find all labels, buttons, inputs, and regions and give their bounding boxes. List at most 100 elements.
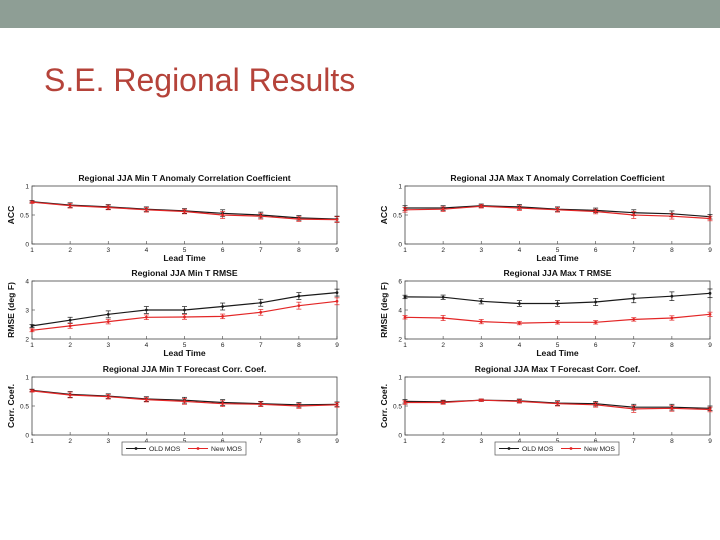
chart-svg-min-t: Regional JJA Min T Anomaly Correlation C… [6, 173, 340, 456]
chart-0-point [30, 200, 34, 204]
chart-4-title: Regional JJA Max T RMSE [503, 268, 611, 278]
chart-5-point [517, 399, 521, 403]
chart-5-x-tick-label: 6 [594, 438, 598, 445]
chart-4-point [517, 302, 521, 305]
chart-0-title: Regional JJA Min T Anomaly Correlation C… [78, 173, 290, 183]
chart-4-point [632, 297, 636, 300]
legend-new-label: New MOS [584, 446, 615, 453]
chart-4-xlabel: Lead Time [536, 348, 579, 358]
chart-2-y-tick-label: 1 [25, 374, 29, 381]
chart-3-axes-box [404, 185, 711, 245]
chart-0-x-tick-label: 5 [183, 247, 187, 254]
chart-0-axes-box [31, 185, 338, 245]
chart-2-point [183, 399, 186, 403]
chart-0-point [106, 206, 110, 209]
legend-old-label: OLD MOS [522, 446, 554, 453]
chart-1-x-tick-label: 4 [145, 342, 149, 349]
chart-5-y-tick-label: 0 [398, 432, 402, 439]
chart-0-y-tick-label: 0.5 [20, 212, 29, 219]
slide-top-bar [0, 0, 720, 28]
chart-0-point [259, 214, 263, 218]
chart-1-x-tick-label: 8 [297, 342, 301, 349]
chart-3-point [403, 208, 407, 212]
chart-3-point [517, 206, 521, 210]
chart-5-title: Regional JJA Max T Forecast Corr. Coef. [475, 364, 640, 374]
chart-1-point [144, 308, 148, 312]
chart-3-point [556, 208, 559, 212]
chart-4-point [403, 295, 407, 299]
chart-5-point [441, 401, 445, 404]
chart-0-point [297, 217, 301, 221]
chart-4-point [403, 315, 407, 319]
chart-4-point [517, 321, 521, 325]
chart-4-point [479, 320, 483, 323]
chart-5-point [594, 403, 598, 407]
chart-4-y-tick-label: 2 [398, 336, 402, 343]
chart-1-x-tick-label: 6 [221, 342, 225, 349]
chart-5-x-tick-label: 4 [518, 438, 522, 445]
chart-0-ylabel: ACC [6, 206, 16, 225]
chart-0-x-tick-label: 2 [68, 247, 72, 254]
chart-4-point [708, 291, 712, 295]
chart-3-x-tick-label: 9 [708, 247, 712, 254]
chart-4-axes-box [404, 280, 711, 340]
chart-3-point [594, 210, 598, 213]
chart-4-point [556, 302, 559, 305]
chart-1-point [259, 310, 263, 314]
chart-5-y-tick-label: 1 [398, 374, 402, 381]
chart-5-x-tick-label: 3 [479, 438, 483, 445]
chart-3-x-tick-label: 1 [403, 247, 407, 254]
chart-1-y-tick-label: 2 [25, 336, 29, 343]
chart-1-x-tick-label: 7 [259, 342, 263, 349]
chart-panel-min-t: Regional JJA Min T Anomaly Correlation C… [2, 170, 347, 456]
chart-2-title: Regional JJA Min T Forecast Corr. Coef. [103, 364, 266, 374]
legend: OLD MOS New MOS [121, 441, 247, 456]
chart-4-x-tick-label: 9 [708, 342, 712, 349]
chart-0-xlabel: Lead Time [163, 253, 206, 263]
chart-4-x-tick-label: 6 [594, 342, 598, 349]
chart-3-xlabel: Lead Time [536, 253, 579, 263]
chart-1-x-tick-label: 1 [30, 342, 34, 349]
chart-1-point [30, 324, 34, 328]
legend-old-marker [134, 447, 138, 450]
chart-4-point [670, 294, 674, 298]
chart-4-ylabel: RMSE (deg F) [379, 282, 389, 338]
chart-2-point [335, 403, 339, 407]
chart-3-ylabel: ACC [379, 206, 389, 225]
chart-4-point [556, 320, 559, 324]
chart-5-x-tick-label: 9 [708, 438, 712, 445]
chart-0-point [144, 208, 148, 212]
chart-1-point [106, 320, 110, 323]
chart-2-point [106, 395, 110, 399]
chart-5-x-tick-label: 5 [556, 438, 560, 445]
chart-3-x-tick-label: 6 [594, 247, 598, 254]
chart-4-point [441, 295, 445, 299]
chart-0-x-tick-label: 8 [297, 247, 301, 254]
chart-1-x-tick-label: 9 [335, 342, 339, 349]
legend-new-marker [196, 447, 200, 450]
chart-4-y-tick-label: 6 [398, 278, 402, 285]
chart-2-point [144, 398, 148, 402]
chart-2-y-tick-label: 0 [25, 432, 29, 439]
legend-old-label: OLD MOS [149, 446, 181, 453]
chart-1-point [144, 315, 148, 319]
chart-4-point [441, 316, 445, 320]
chart-2-x-tick-label: 1 [30, 438, 34, 445]
chart-1-x-tick-label: 5 [183, 342, 187, 349]
chart-1-point [335, 299, 339, 303]
legend-new-label: New MOS [211, 446, 242, 453]
chart-4-point [479, 299, 483, 303]
chart-2-point [221, 402, 225, 406]
chart-5-y-tick-label: 0.5 [393, 403, 402, 410]
chart-4-point [632, 318, 636, 321]
chart-2-x-tick-label: 5 [183, 438, 187, 445]
chart-5-x-tick-label: 8 [670, 438, 674, 445]
chart-3-x-tick-label: 3 [479, 247, 483, 254]
chart-2-x-tick-label: 4 [145, 438, 149, 445]
chart-2-x-tick-label: 2 [68, 438, 72, 445]
legend-old-marker [507, 447, 511, 450]
chart-5-point [479, 398, 483, 402]
chart-1-point [68, 324, 72, 328]
chart-2-x-tick-label: 3 [106, 438, 110, 445]
chart-1-point [221, 305, 225, 308]
